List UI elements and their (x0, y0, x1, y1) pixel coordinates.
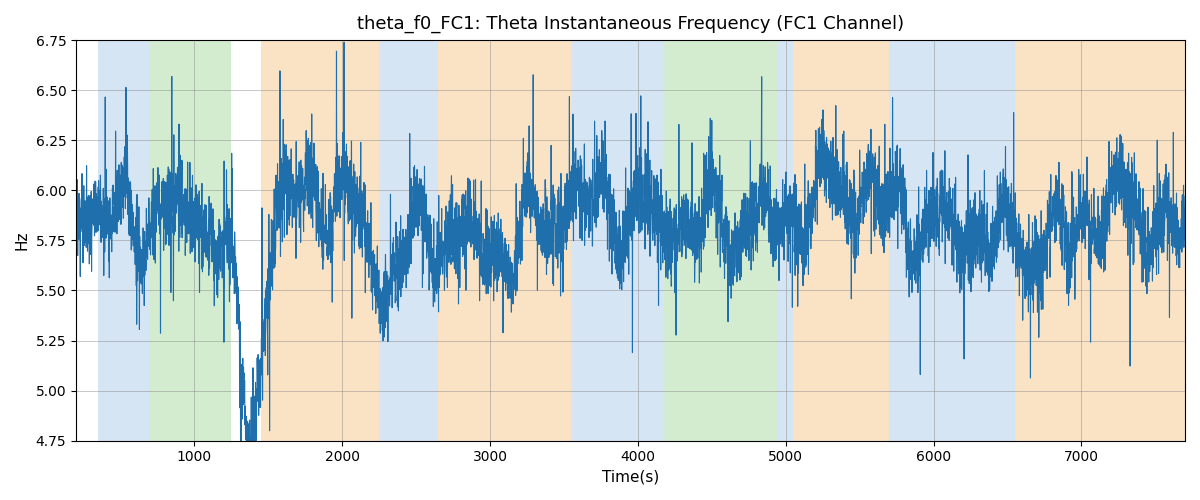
Bar (571, 40, 653, 440)
Title: theta_f0_FC1: Theta Instantaneous Frequency (FC1 Channel): theta_f0_FC1: Theta Instantaneous Freque… (356, 15, 904, 34)
Bar (889, 40, 1000, 440)
Bar (260, 40, 379, 440)
Bar (793, 40, 889, 440)
Bar (1015, 40, 1186, 440)
Bar (150, 40, 232, 440)
Bar (664, 40, 779, 440)
X-axis label: Time(s): Time(s) (602, 470, 659, 485)
Bar (1000, 40, 1015, 440)
Bar (779, 40, 793, 440)
Bar (98, 40, 150, 440)
Y-axis label: Hz: Hz (14, 230, 30, 250)
Bar (653, 40, 664, 440)
Bar (379, 40, 438, 440)
Bar (438, 40, 571, 440)
